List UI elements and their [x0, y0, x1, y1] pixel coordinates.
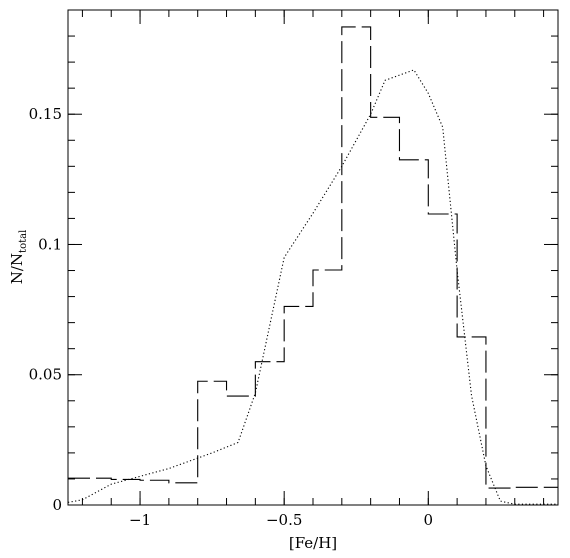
x-tick-label-2: 0	[424, 511, 434, 529]
axis-tick-labels: −1 −0.5 0 0 0.05 0.1 0.15	[29, 105, 433, 529]
data-series	[67, 26, 558, 505]
y-tick-label-0: 0	[52, 496, 62, 514]
x-tick-label-1: −0.5	[266, 511, 302, 529]
axis-ticks	[68, 9, 558, 506]
plot-frame	[67, 9, 559, 506]
y-axis-title-main: N/N	[8, 253, 26, 284]
x-tick-label-0: −1	[129, 511, 151, 529]
y-tick-label-3: 0.15	[29, 105, 62, 123]
y-axis-title-subscript: total	[18, 230, 29, 253]
series-histogram-0	[68, 26, 558, 489]
y-tick-label-2: 0.1	[38, 235, 62, 253]
series-dotted-1	[67, 69, 558, 505]
y-axis-title: N/Ntotal	[8, 230, 29, 285]
y-tick-label-1: 0.05	[29, 366, 62, 384]
x-axis-title: [Fe/H]	[289, 534, 337, 552]
